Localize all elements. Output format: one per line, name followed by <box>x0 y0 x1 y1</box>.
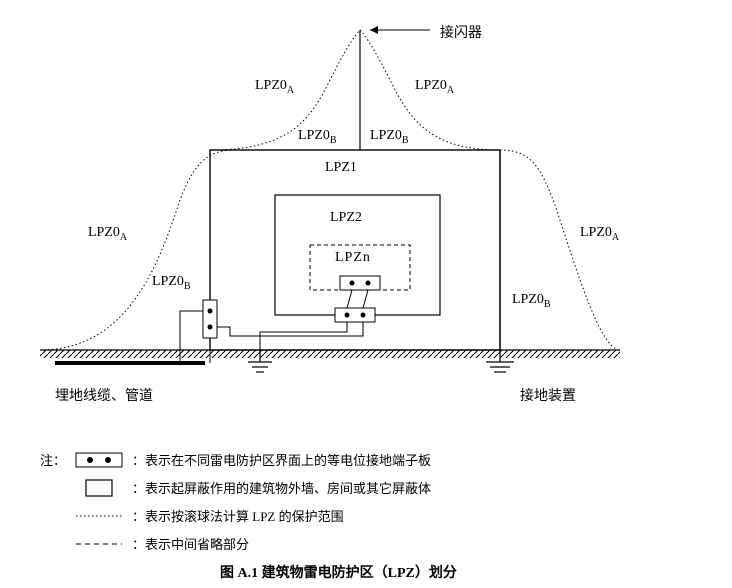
label-lpz0b-tl: LPZ0B <box>298 128 337 146</box>
figure-page: 接闪器 LPZ0A LPZ0A LPZ0A LPZ0A LPZ0B LPZ0B … <box>0 0 732 588</box>
label-lpz0a-r: LPZ0A <box>580 225 619 243</box>
legend-text-1: ：表示在不同雷电防护区界面上的等电位接地端子板 <box>132 450 431 469</box>
label-ground-device: 接地装置 <box>520 385 576 405</box>
bonding-bar-lpz2 <box>335 308 375 322</box>
label-lpz0b-l: LPZ0B <box>152 274 191 292</box>
legend-row-4: ：表示中间省略部分 <box>74 534 249 553</box>
figure-title: 图 A.1 建筑物雷电防护区（LPZ）划分 <box>220 562 457 582</box>
legend-row-1: 注： ：表示在不同雷电防护区界面上的等电位接地端子板 <box>40 450 431 469</box>
label-lpz0a-l: LPZ0A <box>88 225 127 243</box>
label-buried-cable: 埋地线缆、管道 <box>55 385 153 405</box>
legend-note-prefix: 注： <box>40 450 66 469</box>
legend-text-2: ：表示起屏蔽作用的建筑物外墙、房间或其它屏蔽体 <box>132 478 431 497</box>
label-lpz1: LPZ1 <box>325 160 357 176</box>
label-lpz0b-tr: LPZ0B <box>370 128 409 146</box>
bonding-bar-lpzn <box>340 276 380 290</box>
label-lpz2: LPZ2 <box>330 210 362 226</box>
legend-text-3: ：表示按滚球法计算 LPZ 的保护范围 <box>132 506 344 525</box>
legend-swatch-bonding-bar <box>74 451 124 469</box>
legend-row-2: ：表示起屏蔽作用的建筑物外墙、房间或其它屏蔽体 <box>74 478 431 497</box>
label-air-terminal: 接闪器 <box>440 22 482 42</box>
legend-text-4: ：表示中间省略部分 <box>132 534 249 553</box>
legend-row-3: ：表示按滚球法计算 LPZ 的保护范围 <box>74 506 344 525</box>
label-lpz0a-tr: LPZ0A <box>415 78 454 96</box>
label-lpz0a-tl: LPZ0A <box>255 78 294 96</box>
lpz-diagram <box>0 0 732 410</box>
label-lpz0b-r: LPZ0B <box>512 292 551 310</box>
bonding-bar-wall <box>203 300 217 338</box>
legend-swatch-dotted-line <box>74 507 124 525</box>
legend-swatch-dashed-line <box>74 535 124 553</box>
label-lpzn: LPZn <box>335 250 371 266</box>
legend-swatch-shield-box <box>74 479 124 497</box>
